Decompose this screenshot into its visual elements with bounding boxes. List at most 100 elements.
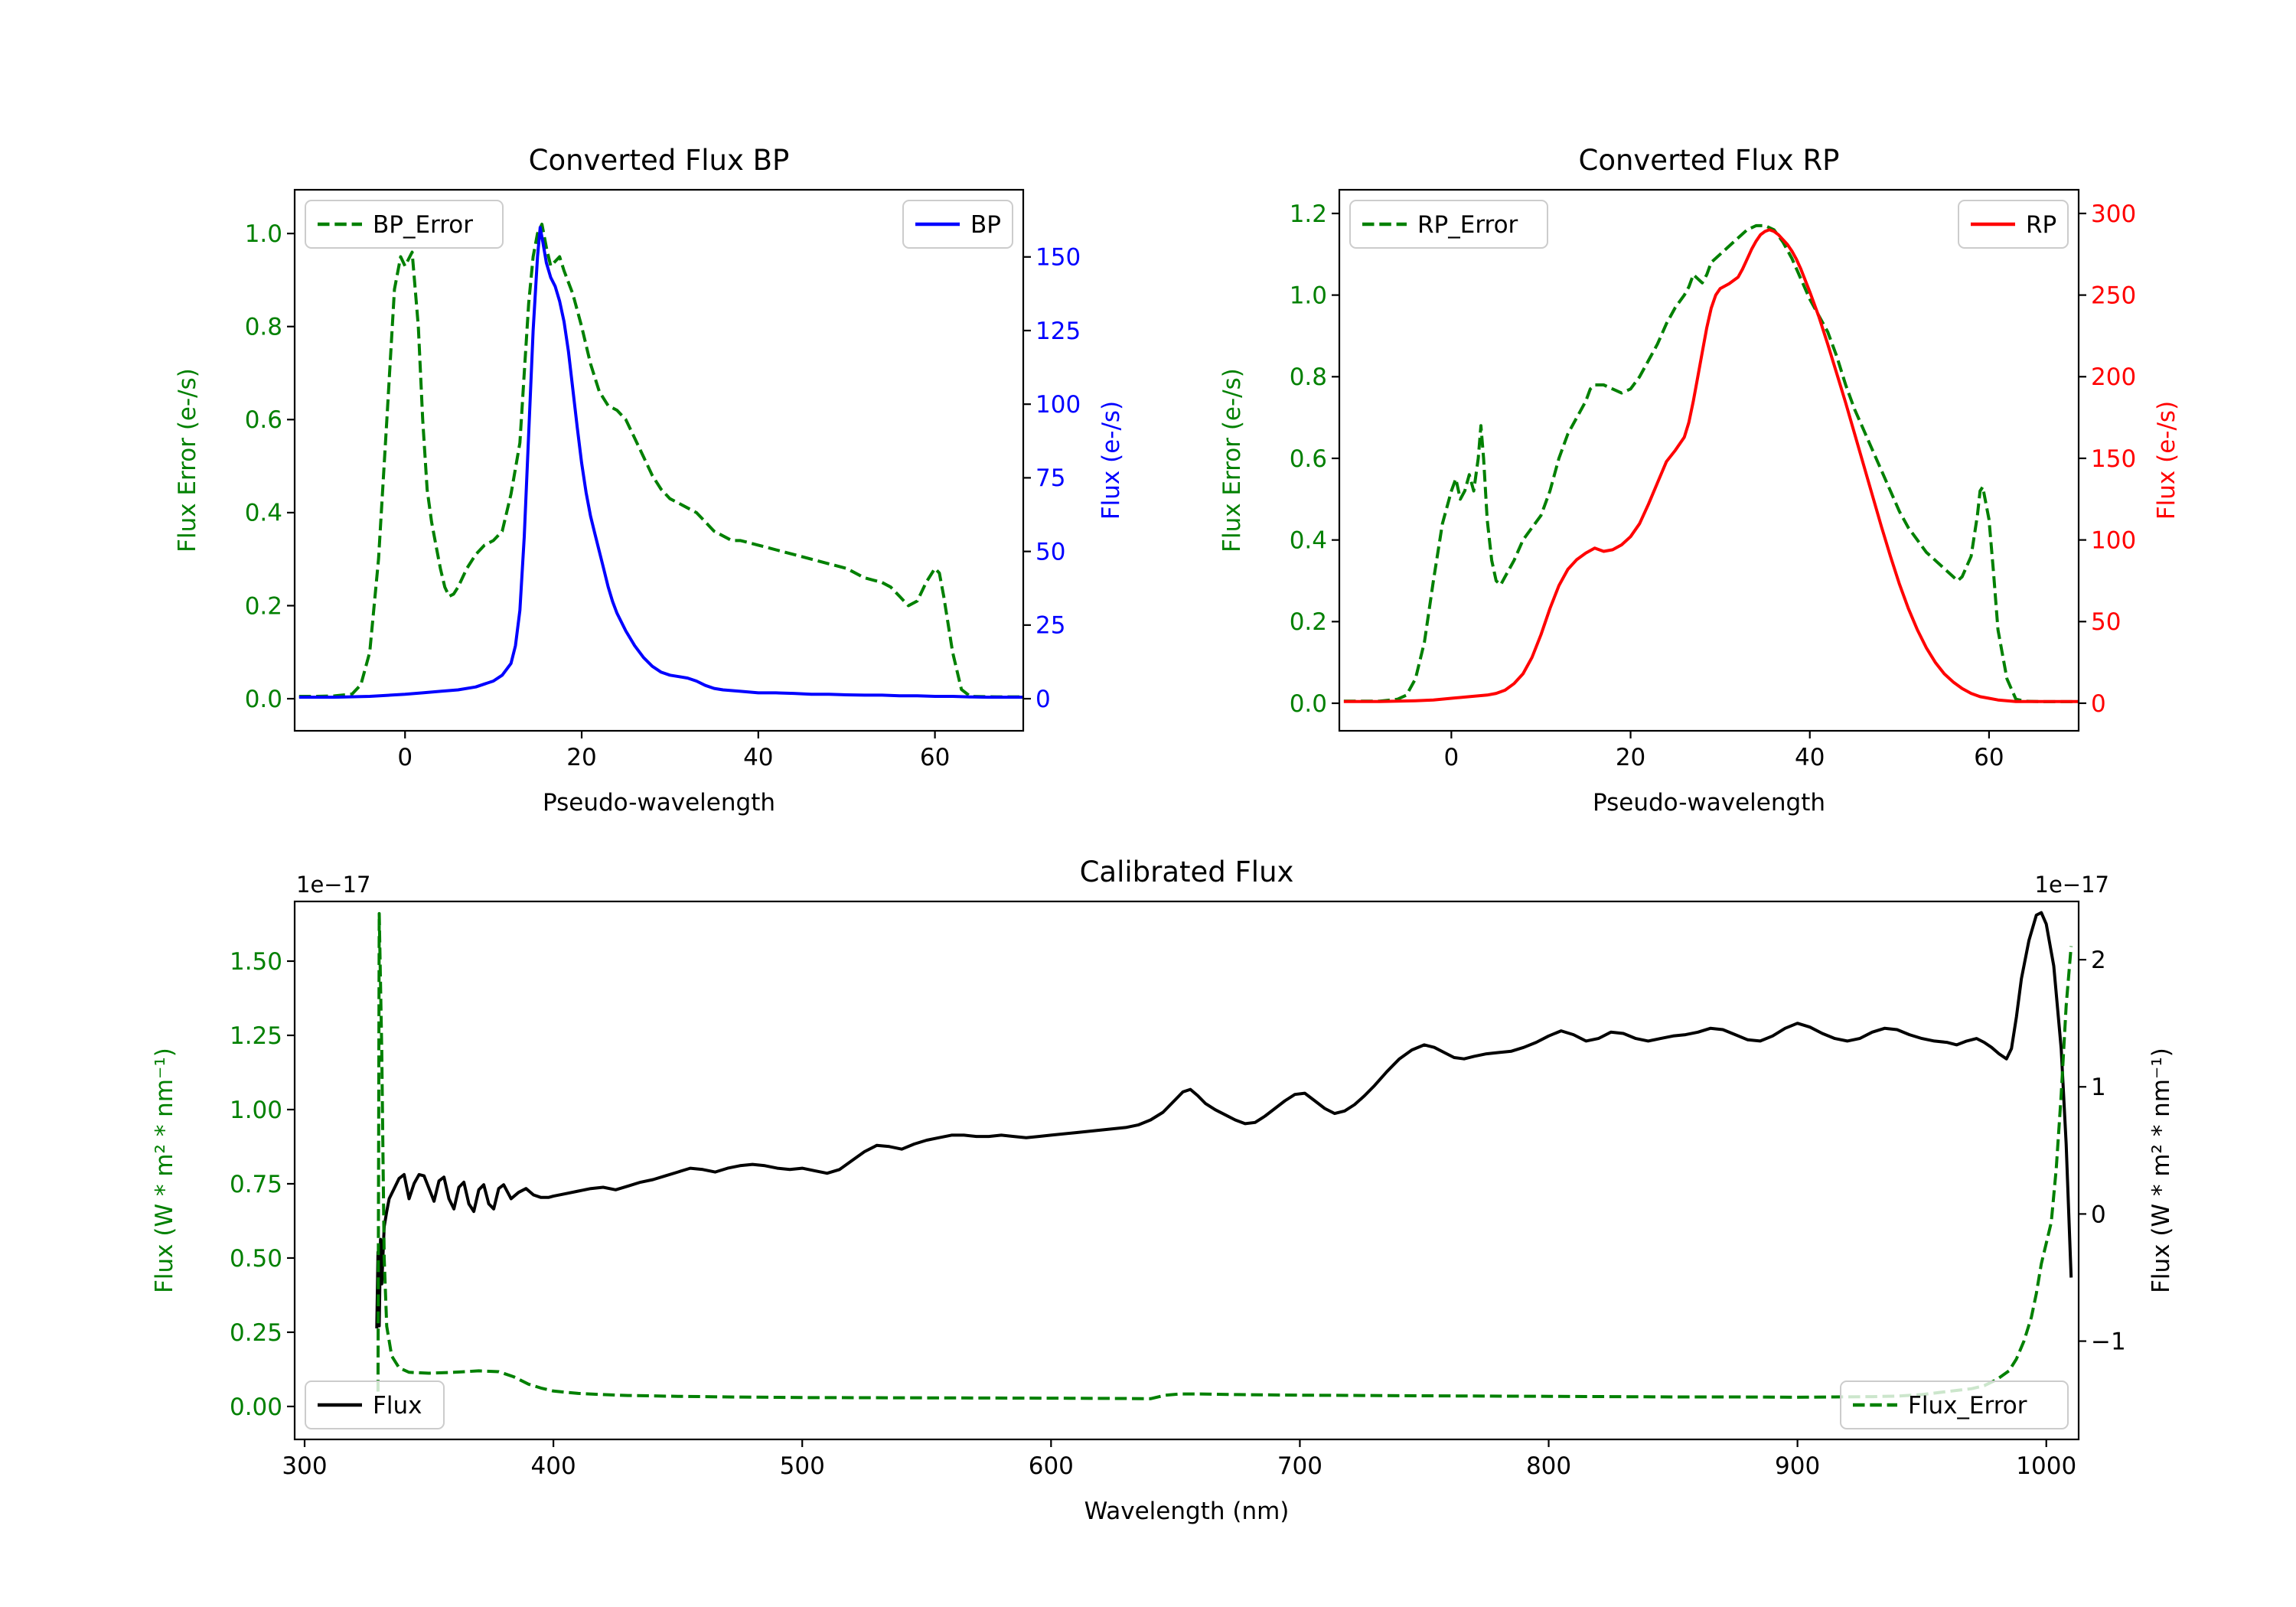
cal-left-y-tick-label: 0.75	[230, 1171, 282, 1198]
legend-frame	[1840, 1380, 2069, 1429]
legend-label-flux: Flux	[373, 1392, 422, 1420]
rp-axes-frame	[1338, 188, 2080, 732]
cal-right-y-tick-label: 0	[2091, 1201, 2106, 1228]
cal-left-y-tick-label: 1.00	[230, 1097, 282, 1124]
bp-right-axis-label: Flux (e-/s)	[1097, 401, 1125, 520]
cal-axes-frame	[293, 900, 2080, 1441]
rp-subplot: 0 20 40 60 Pseudo-wavelength 0.0 0.2 0.4 0.6 0.8 1…	[1218, 144, 2180, 817]
rp-right-y-tick-label: 250	[2091, 282, 2136, 309]
rp-x-tick-label: 40	[1795, 744, 1825, 771]
cal-left-axis-label: Flux (W * m² * nm⁻¹)	[151, 1048, 178, 1293]
bp-left-y-tick-label: 0.6	[245, 406, 282, 434]
cal-legend-flux: Flux	[305, 1380, 445, 1429]
bp-x-axis-label: Pseudo-wavelength	[543, 789, 775, 817]
cal-left-y-tick-label: 1.50	[230, 948, 282, 976]
bp-x-tick-label: 0	[397, 744, 413, 771]
rp-right-y-tick-label: 200	[2091, 363, 2136, 391]
bp-title: Converted Flux BP	[529, 144, 790, 177]
bp-left-y-ticks: 0.0 0.2 0.4 0.6 0.8 1.0	[245, 220, 295, 713]
cal-x-tick-label: 900	[1775, 1452, 1820, 1480]
cal-left-y-tick-label: 0.50	[230, 1245, 282, 1273]
bp-bp-line	[298, 226, 1023, 699]
bp-left-y-tick-label: 0.0	[245, 686, 282, 713]
cal-title: Calibrated Flux	[1080, 856, 1294, 888]
bp-left-y-tick-label: 0.8	[245, 314, 282, 341]
rp-x-axis-label: Pseudo-wavelength	[1593, 789, 1825, 817]
rp-right-y-ticks: 0 50 100 150 200 250 300	[2079, 200, 2136, 718]
bp-left-axis-label: Flux Error (e-/s)	[174, 368, 201, 553]
bp-legend-bp-error: BP_Error	[305, 200, 504, 249]
rp-right-y-tick-label: 50	[2091, 608, 2121, 636]
bp-right-y-tick-label: 50	[1035, 538, 1065, 566]
cal-right-axis-label: Flux (W * m² * nm⁻¹)	[2148, 1048, 2175, 1293]
cal-left-offset-text: 1e−17	[296, 872, 371, 898]
bp-legend-bp: BP	[902, 200, 1013, 249]
bp-x-ticks: 0 20 40 60	[397, 731, 950, 771]
rp-x-tick-label: 0	[1443, 744, 1459, 771]
cal-left-y-ticks: 0.00 0.25 0.50 0.75 1.00 1.25 1.50	[230, 948, 295, 1421]
rp-left-y-tick-label: 0.6	[1290, 445, 1327, 473]
cal-x-tick-label: 800	[1526, 1452, 1571, 1480]
bp-left-y-tick-label: 0.4	[245, 500, 282, 527]
legend-frame	[305, 200, 504, 249]
legend-label-rp: RP	[2026, 211, 2056, 239]
rp-right-y-tick-label: 100	[2091, 526, 2136, 554]
rp-rp-error-line	[1343, 223, 2079, 703]
rp-right-y-tick-label: 150	[2091, 445, 2136, 473]
rp-rp-line	[1343, 228, 2079, 703]
bp-x-tick-label: 40	[743, 744, 773, 771]
rp-left-y-tick-label: 1.2	[1290, 200, 1327, 228]
bp-left-y-tick-label: 1.0	[245, 220, 282, 248]
cal-left-y-tick-label: 0.00	[230, 1393, 282, 1421]
bp-right-y-tick-label: 75	[1035, 464, 1065, 492]
rp-title: Converted Flux RP	[1578, 144, 1839, 177]
cal-right-offset-text: 1e−17	[2035, 872, 2110, 898]
rp-left-y-tick-label: 0.4	[1290, 526, 1327, 554]
cal-x-tick-label: 500	[780, 1452, 825, 1480]
legend-label-rp-error: RP_Error	[1417, 211, 1518, 239]
cal-left-y-tick-label: 1.25	[230, 1022, 282, 1050]
cal-right-y-tick-label: −1	[2091, 1328, 2126, 1355]
bp-right-y-tick-label: 100	[1035, 391, 1081, 419]
cal-legend-flux-error: Flux_Error	[1840, 1380, 2069, 1429]
rp-left-y-tick-label: 0.2	[1290, 608, 1327, 636]
legend-label-bp: BP	[970, 211, 1001, 239]
bp-right-y-tick-label: 125	[1035, 318, 1081, 345]
cal-x-tick-label: 400	[531, 1452, 576, 1480]
bp-bp-error-line	[298, 223, 1023, 699]
cal-x-tick-label: 300	[282, 1452, 327, 1480]
rp-right-axis-label: Flux (e-/s)	[2153, 401, 2180, 520]
rp-x-tick-label: 60	[1974, 744, 2004, 771]
rp-left-y-ticks: 0.0 0.2 0.4 0.6 0.8 1.0 1.2	[1290, 200, 1339, 718]
legend-frame	[305, 1380, 445, 1429]
legend-label-flux-error: Flux_Error	[1908, 1392, 2027, 1420]
rp-left-y-tick-label: 1.0	[1290, 282, 1327, 309]
cal-x-tick-label: 600	[1029, 1452, 1074, 1480]
cal-flux-line	[375, 911, 2073, 1328]
rp-left-axis-label: Flux Error (e-/s)	[1218, 368, 1246, 553]
rp-right-y-tick-label: 0	[2091, 690, 2106, 718]
cal-x-ticks: 300 400 500 600 700 800 900 1000	[282, 1439, 2076, 1480]
cal-right-y-tick-label: 1	[2091, 1074, 2106, 1101]
legend-frame	[1349, 200, 1548, 249]
cal-series-group	[375, 911, 2073, 1400]
rp-x-ticks: 0 20 40 60	[1443, 731, 2004, 771]
bp-right-y-tick-label: 150	[1035, 244, 1081, 272]
legend-label-bp-error: BP_Error	[373, 211, 473, 239]
bp-left-y-tick-label: 0.2	[245, 592, 282, 620]
cal-right-y-ticks: −1 0 1 2	[2079, 947, 2126, 1355]
cal-subplot: 300 400 500 600 700 800 900 1000 Wavelength (nm)…	[151, 856, 2175, 1525]
bp-x-tick-label: 60	[920, 744, 950, 771]
cal-flux-error-line	[376, 911, 2073, 1400]
bp-right-y-ticks: 0 25 50 75 100 125 150	[1023, 244, 1081, 713]
cal-x-axis-label: Wavelength (nm)	[1084, 1498, 1290, 1525]
bp-x-tick-label: 20	[566, 744, 596, 771]
rp-legend-rp-error: RP_Error	[1349, 200, 1548, 249]
rp-series-group	[1343, 223, 2079, 703]
cal-x-tick-label: 1000	[2016, 1452, 2076, 1480]
cal-x-tick-label: 700	[1277, 1452, 1322, 1480]
bp-right-y-tick-label: 25	[1035, 612, 1065, 640]
bp-series-group	[298, 223, 1023, 699]
